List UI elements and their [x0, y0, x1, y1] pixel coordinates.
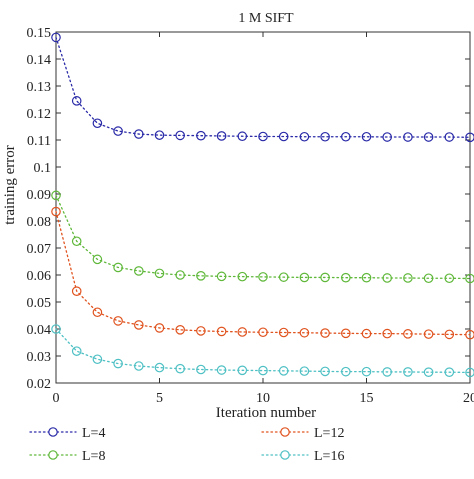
legend-label: L=12: [314, 426, 344, 441]
legend-label: L=4: [82, 426, 105, 441]
y-tick-label: 0.05: [27, 296, 52, 311]
legend-marker: [49, 451, 57, 459]
y-tick-label: 0.1: [34, 161, 52, 176]
y-tick-label: 0.11: [27, 134, 51, 149]
x-tick-label: 15: [360, 391, 374, 406]
y-tick-label: 0.06: [27, 269, 52, 284]
chart-title: 1 M SIFT: [238, 11, 294, 26]
y-tick-label: 0.09: [27, 188, 52, 203]
y-tick-label: 0.02: [27, 377, 52, 392]
series-line: [56, 37, 470, 137]
legend-item: L=8: [30, 449, 105, 464]
legend-label: L=8: [82, 449, 105, 464]
y-tick-label: 0.03: [27, 350, 52, 365]
y-tick-label: 0.14: [27, 53, 52, 68]
y-tick-label: 0.12: [27, 107, 52, 122]
y-tick-label: 0.13: [27, 80, 52, 95]
data-point: [93, 308, 101, 316]
series-L=8: [52, 191, 474, 283]
legend-marker: [281, 428, 289, 436]
y-tick-label: 0.07: [27, 242, 52, 257]
series-L=4: [52, 33, 474, 141]
data-point: [93, 119, 101, 127]
x-tick-label: 5: [156, 391, 163, 406]
legend-label: L=16: [314, 449, 344, 464]
plot-area: 0 5 10 15 20 0.02 0.03 0.04 0.05 0.06 0.07 0.08 0.09…: [27, 26, 474, 406]
legend-marker: [281, 451, 289, 459]
x-tick-label: 10: [256, 391, 270, 406]
legend-item: L=16: [262, 449, 344, 464]
legend-marker: [49, 428, 57, 436]
x-tick-label: 20: [463, 391, 474, 406]
y-axis-label: training error: [2, 145, 18, 225]
series-line: [56, 195, 470, 278]
y-tick-label: 0.08: [27, 215, 52, 230]
legend-item: L=4: [30, 426, 105, 441]
data-point: [114, 317, 122, 325]
x-axis-label: Iteration number: [216, 405, 316, 421]
y-tick-label: 0.15: [27, 26, 52, 41]
y-tick-label: 0.04: [27, 323, 52, 338]
data-point: [73, 97, 81, 105]
data-point: [73, 347, 81, 355]
x-tick-label: 0: [53, 391, 60, 406]
legend: L=4 L=8 L=12 L=16: [30, 426, 344, 464]
legend-item: L=12: [262, 426, 344, 441]
plot-frame: [56, 32, 470, 383]
